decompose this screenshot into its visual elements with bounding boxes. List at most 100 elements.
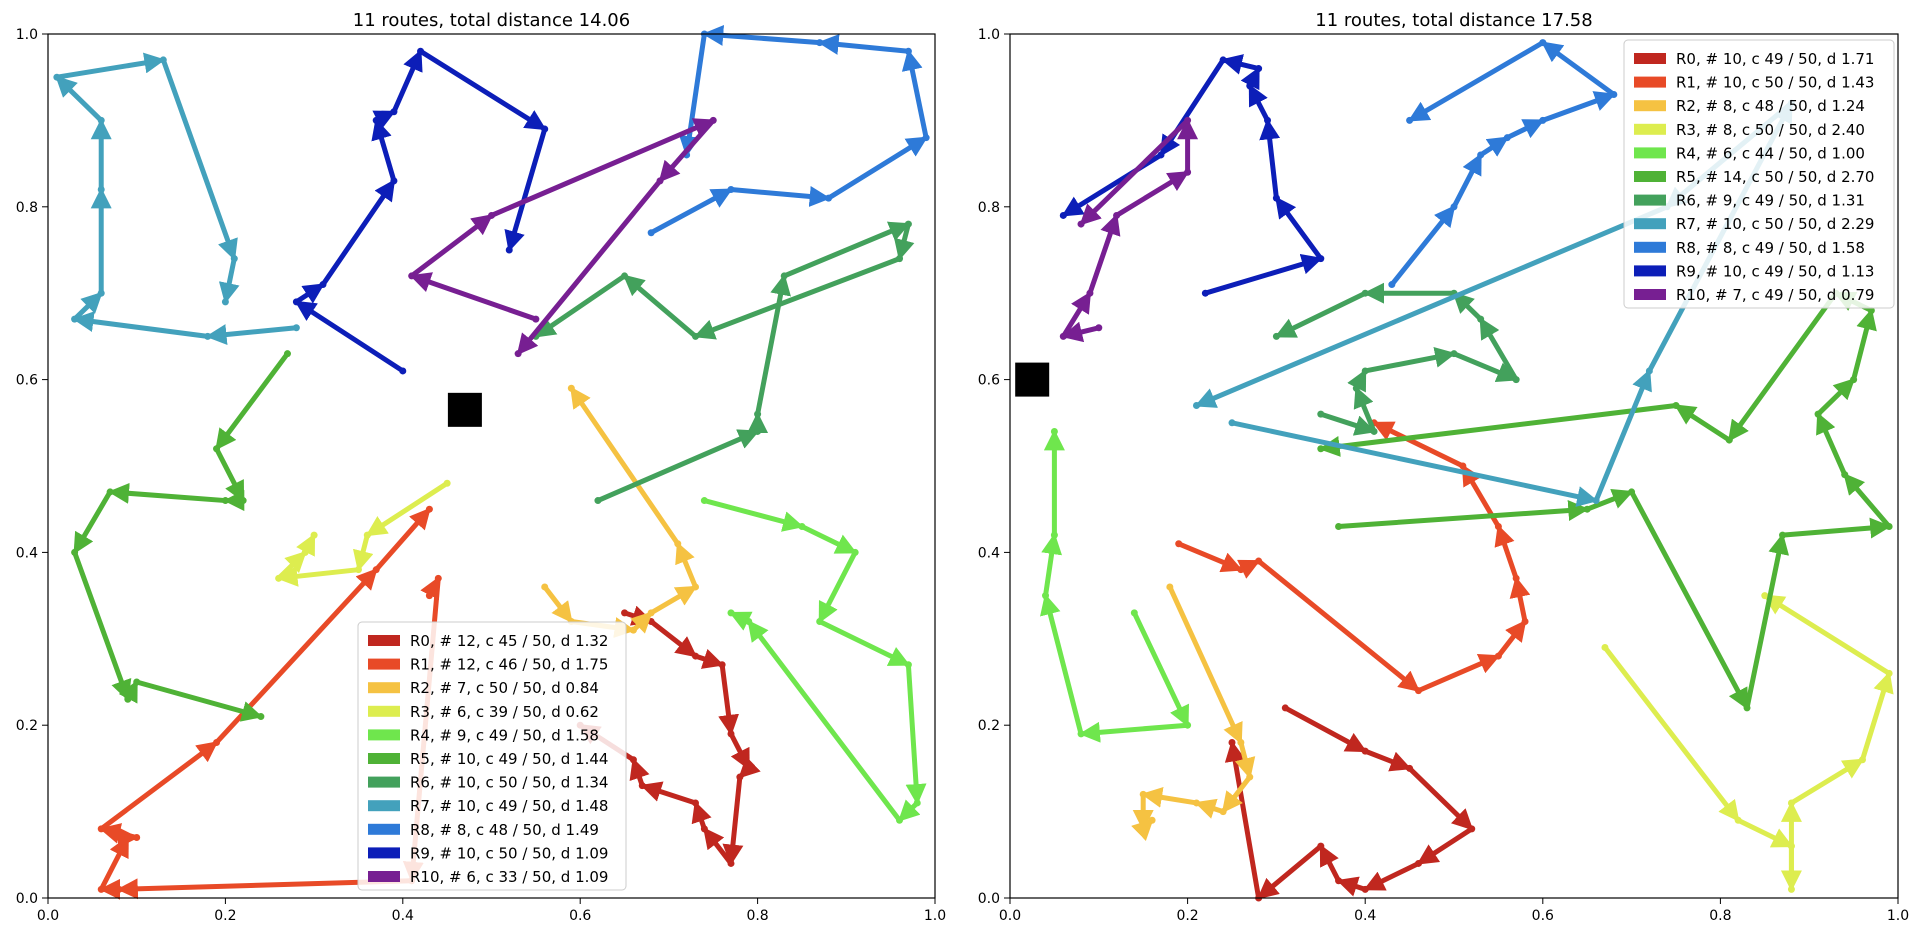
route-point [1166, 583, 1174, 591]
route-point [1858, 756, 1866, 764]
route-point [1787, 842, 1795, 850]
route-point [283, 350, 291, 358]
route-segment [1140, 786, 1199, 808]
legend-entry: R7, # 10, c 49 / 50, d 1.48 [410, 797, 608, 815]
plot-frame [47, 33, 936, 899]
legend-swatch [1634, 53, 1666, 64]
route-segment [1762, 593, 1892, 676]
route-point [221, 298, 229, 306]
route-point [1814, 410, 1822, 418]
route-segment [72, 549, 132, 702]
route-point [505, 246, 513, 254]
route-point [913, 799, 921, 807]
route-segment [1202, 254, 1324, 296]
route-segment [214, 567, 379, 745]
route-point [275, 574, 283, 582]
route-point [115, 885, 123, 893]
route-segment [905, 662, 927, 806]
route-segment [1318, 403, 1679, 457]
legend-entry: R9, # 10, c 50 / 50, d 1.09 [410, 844, 608, 862]
x-tick-label: 1.0 [1887, 908, 1909, 924]
route-point [1406, 116, 1414, 124]
legend: R0, # 12, c 45 / 50, d 1.32 R1, # 12, c 4… [357, 621, 627, 891]
route-point [1672, 402, 1680, 410]
route-point [1139, 825, 1147, 833]
legend-swatch [1634, 76, 1666, 88]
route-segment [894, 221, 915, 262]
route-segment [1256, 558, 1421, 694]
route-point [647, 618, 655, 626]
route-segment [418, 48, 548, 132]
route-point [1192, 799, 1200, 807]
route-segment [1114, 169, 1191, 218]
route-segment [817, 619, 911, 668]
route-point [727, 859, 735, 867]
route-point [709, 116, 717, 124]
route-point [1272, 194, 1280, 202]
legend-entry: R3, # 8, c 50 / 50, d 2.40 [1676, 121, 1865, 139]
legend-entry: R10, # 6, c 33 / 50, d 1.09 [410, 868, 608, 886]
route-point [1281, 704, 1289, 712]
route-point [1317, 255, 1325, 263]
route-segment [648, 584, 699, 616]
route-segment [1176, 541, 1244, 573]
route-segment [1193, 204, 1670, 409]
route-segment [1371, 420, 1466, 469]
route-segment [639, 781, 699, 806]
route-segment [1815, 377, 1857, 417]
x-tick-label: 1.0 [924, 908, 946, 924]
route-segment [1673, 403, 1732, 443]
route-segment [1540, 40, 1617, 97]
route-segment [568, 385, 681, 547]
route-segment [648, 619, 699, 659]
route-point [399, 367, 407, 375]
y-tick-label: 0.2 [16, 718, 38, 734]
route-segment [1859, 670, 1894, 763]
route-point [745, 764, 753, 772]
route-segment [218, 256, 240, 305]
legend-entry: R8, # 8, c 49 / 50, d 1.58 [1676, 239, 1865, 257]
route-segment [1415, 826, 1475, 866]
legend-entry: R10, # 7, c 49 / 50, d 0.79 [1676, 286, 1874, 304]
route-point [825, 194, 833, 202]
route-segment [1041, 532, 1063, 599]
legend-entry: R8, # 8, c 48 / 50, d 1.49 [410, 821, 599, 839]
route-point [567, 384, 575, 392]
route-segment [54, 74, 104, 123]
route-point [204, 332, 212, 340]
route-point [443, 479, 451, 487]
route-segment [1842, 472, 1892, 529]
route-point [1645, 367, 1653, 375]
route-point [754, 427, 762, 435]
route-point [745, 618, 753, 626]
route-segment [1193, 798, 1226, 819]
route-segment [1407, 765, 1475, 832]
route-segment [1788, 757, 1865, 806]
route-point [417, 47, 425, 55]
route-3 [275, 479, 451, 587]
route-point [390, 108, 398, 116]
route-point [133, 834, 141, 842]
route-point [1184, 116, 1192, 124]
route-point [257, 713, 265, 721]
route-segment [1851, 307, 1877, 383]
route-point [647, 229, 655, 237]
route-6 [1272, 282, 1520, 436]
route-point [97, 885, 105, 893]
panel-left: 11 routes, total distance 14.06 0.0 0.2 0.4… [16, 10, 946, 924]
route-segment [276, 565, 361, 587]
route-segment [1259, 117, 1281, 201]
route-point [301, 548, 309, 556]
route-point [1592, 497, 1600, 505]
route-segment [728, 186, 832, 207]
route-point [1361, 885, 1369, 893]
y-tick-label: 0.4 [978, 545, 1000, 561]
route-segment [693, 648, 725, 669]
route-segment [1407, 40, 1546, 123]
route-point [541, 125, 549, 133]
x-tick-label: 0.2 [1176, 908, 1198, 924]
legend-swatch [368, 823, 400, 835]
route-point [851, 548, 859, 556]
legend-swatch [1634, 100, 1666, 112]
route-segment [352, 532, 374, 573]
